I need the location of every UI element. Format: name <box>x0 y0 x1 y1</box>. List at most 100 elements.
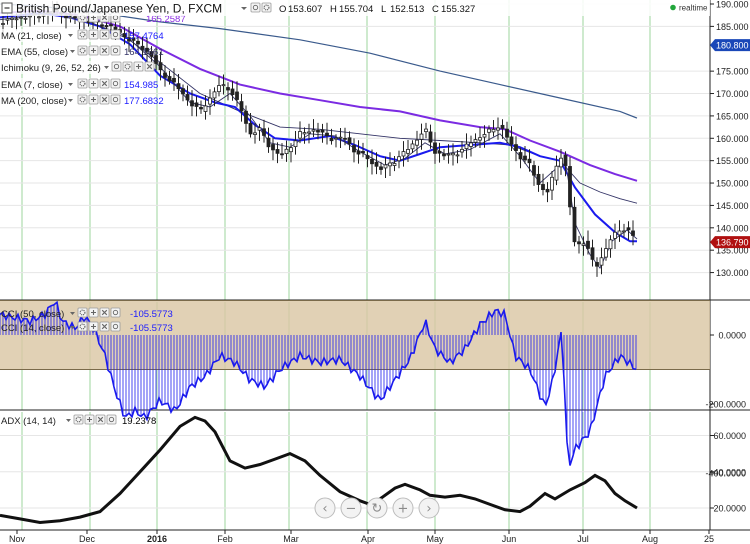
indicator-eye-icon[interactable] <box>110 94 121 105</box>
indicator-eye-icon[interactable] <box>110 78 121 89</box>
indicator-eye-icon[interactable] <box>111 61 122 72</box>
indicator-legend-row: EMA (55, close) 164.1661 <box>0 45 164 58</box>
indicator-legend-row: CCI (14, close) -105.5773 <box>1 321 173 334</box>
candle <box>568 157 572 216</box>
indicator-legend-label[interactable]: EMA (55, close) <box>1 47 68 58</box>
candle <box>343 127 347 146</box>
indicator-plus-icon[interactable] <box>88 78 99 89</box>
realtime-dot-icon <box>670 4 676 11</box>
collapse-icon[interactable] <box>1 2 13 14</box>
candle <box>248 112 253 138</box>
indicator-plus-icon[interactable] <box>88 45 99 56</box>
candle-body <box>10 17 14 20</box>
candle-body <box>334 137 338 140</box>
indicator-gear-icon[interactable] <box>77 29 88 40</box>
indicator-menu-chevron-icon[interactable] <box>70 50 75 53</box>
indicator-gear-icon[interactable] <box>77 78 88 89</box>
candle <box>505 121 509 144</box>
candle-body <box>397 156 401 162</box>
candle <box>235 81 239 107</box>
price-tick-label: 185.000 <box>716 22 749 32</box>
indicator-menu-chevron-icon[interactable] <box>66 419 71 422</box>
indicator-gear-icon[interactable] <box>73 414 84 425</box>
candle-body <box>523 155 527 161</box>
indicator-menu-chevron-icon[interactable] <box>70 312 75 315</box>
candle-body <box>343 137 347 140</box>
indicator-eye-icon[interactable] <box>110 307 121 318</box>
indicator-plus-icon[interactable] <box>133 61 144 72</box>
indicator-close-icon[interactable] <box>99 307 110 318</box>
gear-icon-glyph <box>79 80 86 87</box>
indicator-legend-label[interactable]: CCI (14, close) <box>1 323 64 334</box>
ohlc-key: C <box>432 4 439 15</box>
close-icon-glyph <box>101 309 108 316</box>
indicator-gear-icon[interactable] <box>77 94 88 105</box>
zoom-next-button[interactable]: › <box>418 497 440 519</box>
indicator-plus-icon[interactable] <box>84 414 95 425</box>
indicator-menu-chevron-icon[interactable] <box>68 83 73 86</box>
zoom-out-button[interactable]: − <box>340 497 362 519</box>
candle <box>122 26 127 45</box>
symbol-title[interactable]: British Pound/Japanese Yen, D, FXCM <box>16 2 222 16</box>
candle-body <box>451 152 455 156</box>
zoom-reset-button-circle <box>366 497 388 519</box>
indicator-gear-frame <box>73 414 84 425</box>
candle-body <box>293 140 298 148</box>
indicator-gear-icon[interactable] <box>77 307 88 318</box>
indicator-legend-value: 19.2378 <box>122 416 156 427</box>
indicator-menu-chevron-icon[interactable] <box>70 326 75 329</box>
header-eye-icon[interactable] <box>250 2 261 13</box>
indicator-eye-icon[interactable] <box>110 29 121 40</box>
indicator-legend-label[interactable]: EMA (7, close) <box>1 80 63 91</box>
indicator-close-icon[interactable] <box>144 61 155 72</box>
indicator-close-icon[interactable] <box>99 78 110 89</box>
ohlc-value: 152.513 <box>390 4 424 15</box>
indicator-menu-chevron-icon[interactable] <box>68 34 73 37</box>
indicator-menu-chevron-icon[interactable] <box>68 17 73 20</box>
zoom-in-button[interactable]: + <box>392 497 414 519</box>
indicator-gear-frame <box>77 29 88 40</box>
indicator-close-icon[interactable] <box>99 45 110 56</box>
price-badge-last-bg <box>710 236 750 249</box>
indicator-legend-row: MA (200, close) 177.6832 <box>0 94 164 107</box>
indicator-close-icon[interactable] <box>95 414 106 425</box>
indicator-menu-chevron-icon[interactable] <box>104 66 109 69</box>
indicator-gear-icon[interactable] <box>77 321 88 332</box>
candle <box>563 151 568 177</box>
indicator-close-icon[interactable] <box>99 94 110 105</box>
candle-body <box>316 130 320 133</box>
zoom-prev-button[interactable]: ‹ <box>314 497 336 519</box>
indicator-menu-chevron-icon[interactable] <box>68 99 73 102</box>
candle-body <box>307 131 311 134</box>
indicator-eye-icon[interactable] <box>110 45 121 56</box>
chevron-down-icon[interactable] <box>241 7 247 10</box>
indicator-legend-label[interactable]: MA (21, close) <box>1 31 62 42</box>
indicator-legend-label[interactable]: MA (200, close) <box>1 96 67 107</box>
ohlc-key: O <box>279 4 286 15</box>
indicator-legend-label[interactable]: ADX (14, 14) <box>1 416 56 427</box>
header-gear-icon[interactable] <box>261 2 272 13</box>
indicator-legend-label[interactable]: Ichimoku (9, 26, 52, 26) <box>1 63 101 74</box>
indicator-plus-icon[interactable] <box>88 29 99 40</box>
candle-body <box>311 129 316 132</box>
close-icon-glyph <box>146 63 153 70</box>
candle <box>554 155 559 186</box>
indicator-gear-icon[interactable] <box>77 45 88 56</box>
indicator-gear-icon[interactable] <box>122 61 133 72</box>
candle <box>176 74 181 100</box>
indicator-plus-icon[interactable] <box>88 94 99 105</box>
indicator-legend-row: MA (21, close) 157.4764 <box>0 29 164 42</box>
indicator-legend-label[interactable]: CCI (50, close) <box>1 309 64 320</box>
candle-body <box>217 85 221 93</box>
indicator-eye-icon[interactable] <box>110 321 121 332</box>
candle <box>487 125 491 141</box>
indicator-close-icon[interactable] <box>99 29 110 40</box>
candle <box>365 150 370 168</box>
indicator-plus-icon[interactable] <box>88 307 99 318</box>
candle <box>590 239 595 267</box>
indicator-plus-icon[interactable] <box>88 321 99 332</box>
indicator-close-icon[interactable] <box>99 321 110 332</box>
indicator-eye-icon[interactable] <box>106 414 117 425</box>
zoom-reset-button[interactable]: ↻ <box>366 497 388 519</box>
